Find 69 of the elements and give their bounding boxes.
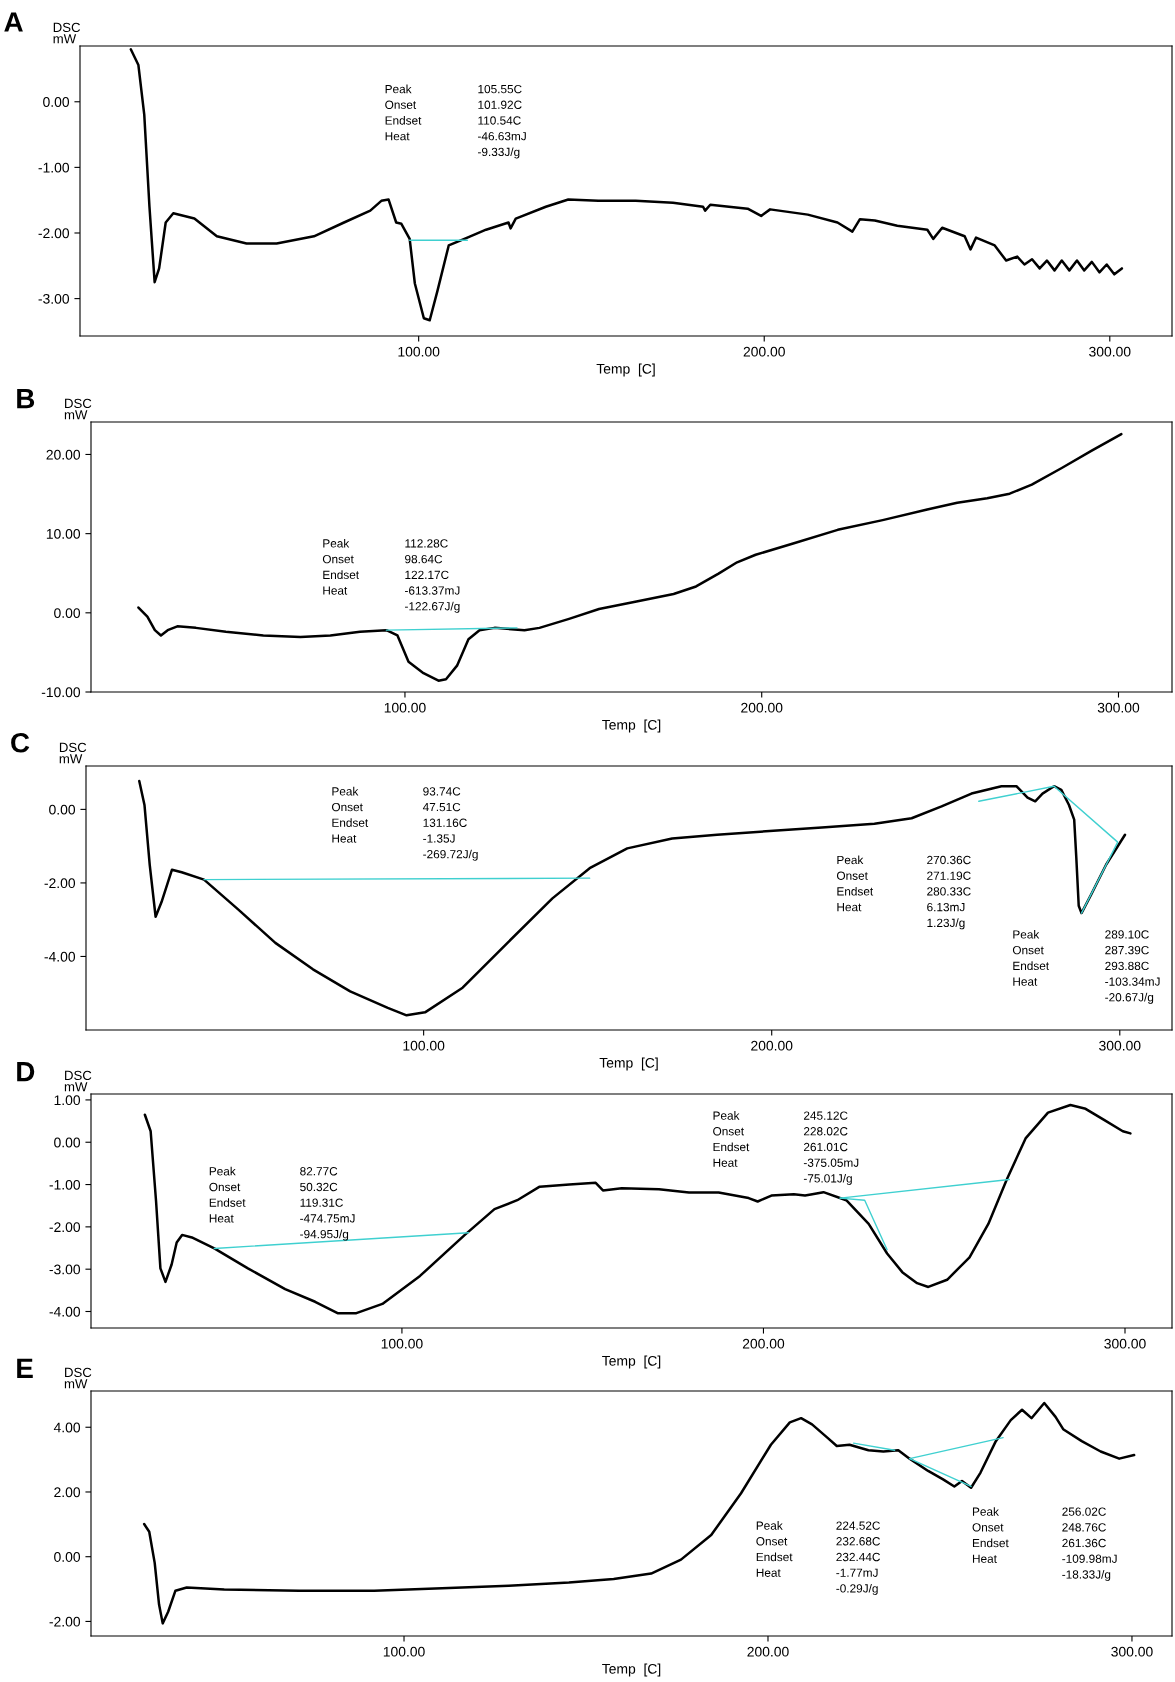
annotation: Peak Onset Endset Heat xyxy=(209,1166,246,1223)
y-tick-label: -2.00 xyxy=(49,1222,81,1233)
annotation: 245.12C 228.02C 261.01C -375.05mJ -75.01J/g xyxy=(803,1111,859,1185)
annotation: Peak Onset Endset Heat xyxy=(385,84,422,141)
y-tick-label: 0.00 xyxy=(54,1552,81,1562)
annotation: 112.28C 98.64C 122.17C -613.37mJ -122.67J/g xyxy=(405,539,460,613)
x-axis-title: Temp [C] xyxy=(599,1057,658,1071)
y-tick-label: -10.00 xyxy=(41,687,81,698)
y-tick-label: 10.00 xyxy=(46,528,81,539)
annotation: Peak Onset Endset Heat xyxy=(972,1507,1009,1563)
x-axis-title: Temp [C] xyxy=(602,1355,661,1369)
y-axis-title: DSC mW xyxy=(59,742,87,764)
x-tick-label: 100.00 xyxy=(398,346,440,357)
x-tick-label: 200.00 xyxy=(751,1040,793,1051)
chart-title: E xyxy=(17,1358,33,1378)
annotation: Peak Onset Endset Heat xyxy=(322,538,359,595)
x-tick-label: 200.00 xyxy=(743,346,785,357)
x-axis-title: Temp [C] xyxy=(602,719,661,733)
y-tick-label: 0.00 xyxy=(54,1137,81,1148)
y-tick-label: 4.00 xyxy=(53,1422,81,1433)
annotation: Peak Onset Endset Heat xyxy=(331,786,369,843)
y-tick-label: 0.00 xyxy=(54,608,81,618)
annotation: 93.74C 47.51C 131.16C -1.35J -269.72J/g xyxy=(422,787,478,861)
x-axis-title: Temp [C] xyxy=(596,363,655,377)
annotation: Peak Onset Endset Heat xyxy=(836,855,874,912)
x-tick-label: 100.00 xyxy=(383,1646,425,1657)
x-tick-label: 200.00 xyxy=(747,1646,789,1657)
annotation: 289.10C 287.39C 293.88C -103.34mJ -20.67J/g xyxy=(1105,930,1160,1004)
x-tick-label: 100.00 xyxy=(381,1338,423,1349)
chart-title: B xyxy=(17,389,35,409)
y-tick-label: 0.00 xyxy=(49,804,76,815)
x-tick-label: 200.00 xyxy=(741,702,783,713)
x-axis-title: Temp [C] xyxy=(602,1663,661,1677)
y-axis-title: DSC mW xyxy=(64,398,92,420)
y-tick-label: -4.00 xyxy=(44,951,76,962)
annotation: 82.77C 50.32C 119.31C -474.75mJ -94.95J/g xyxy=(300,1167,355,1241)
annotation: 224.52C 232.68C 232.44C -1.77mJ -0.29J/g xyxy=(836,1521,880,1595)
annotation: Peak Onset Endset Heat xyxy=(756,1521,793,1577)
x-tick-label: 300.00 xyxy=(1104,1338,1146,1349)
annotation: Peak Onset Endset Heat xyxy=(1012,929,1050,986)
chart-title: A xyxy=(4,12,23,32)
annotation: 256.02C 248.76C 261.36C -109.98mJ -18.33J/g xyxy=(1062,1507,1117,1581)
y-tick-label: 2.00 xyxy=(54,1487,81,1498)
x-tick-label: 300.00 xyxy=(1111,1646,1153,1657)
y-tick-label: -1.00 xyxy=(38,162,70,173)
x-tick-label: 100.00 xyxy=(384,702,426,713)
x-tick-label: 300.00 xyxy=(1097,702,1140,713)
x-tick-label: 300.00 xyxy=(1089,346,1131,357)
chart-title: D xyxy=(17,1062,35,1082)
y-tick-label: -2.00 xyxy=(38,228,70,239)
y-axis-title: DSC mW xyxy=(53,22,81,44)
chart-title: C xyxy=(11,732,30,753)
annotation: Peak Onset Endset Heat xyxy=(713,1111,750,1167)
y-tick-label: 1.00 xyxy=(54,1095,81,1106)
x-tick-label: 300.00 xyxy=(1099,1040,1141,1051)
y-axis-title: DSC mW xyxy=(64,1367,92,1389)
y-tick-label: -2.00 xyxy=(49,1616,81,1627)
annotation: 105.55C 101.92C 110.54C -46.63mJ -9.33J/g xyxy=(478,84,526,159)
y-tick-label: -3.00 xyxy=(38,293,70,304)
y-tick-label: -3.00 xyxy=(49,1264,81,1275)
x-tick-label: 100.00 xyxy=(403,1040,445,1051)
annotation: 270.36C 271.19C 280.33C 6.13mJ 1.23J/g xyxy=(927,855,971,930)
y-tick-label: 20.00 xyxy=(46,449,81,460)
y-tick-label: -2.00 xyxy=(44,878,76,889)
y-tick-label: 0.00 xyxy=(43,97,70,107)
x-tick-label: 200.00 xyxy=(742,1338,785,1349)
y-tick-label: -4.00 xyxy=(49,1306,81,1317)
y-tick-label: -1.00 xyxy=(49,1179,81,1190)
y-axis-title: DSC mW xyxy=(64,1070,92,1092)
